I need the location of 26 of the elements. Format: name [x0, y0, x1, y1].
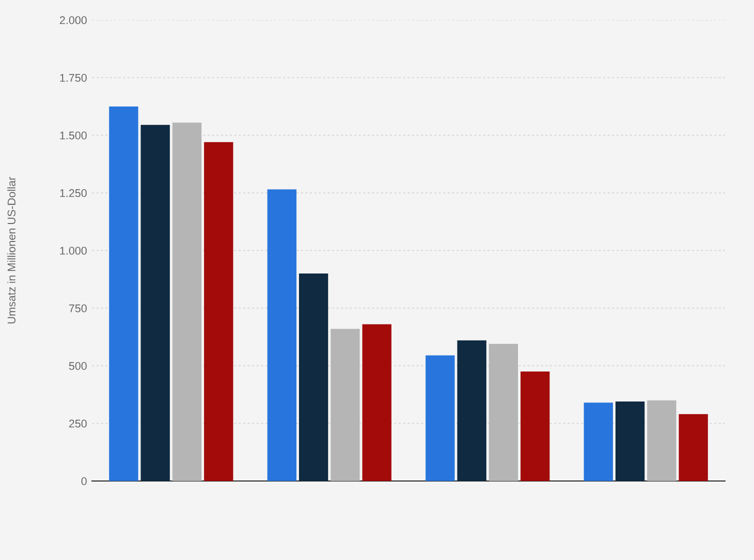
bar — [678, 414, 708, 481]
bar — [457, 340, 486, 481]
bar — [615, 401, 645, 481]
bar — [204, 142, 234, 481]
bar — [426, 355, 455, 481]
bar — [267, 189, 296, 481]
bar — [140, 124, 170, 481]
bar — [172, 122, 202, 481]
bar — [488, 344, 518, 481]
y-axis-title: Umsatz in Millionen US-Dollar — [7, 176, 16, 324]
bar — [330, 328, 360, 481]
y-tick-label: 1.750 — [60, 74, 87, 82]
y-tick-label: 1.000 — [60, 246, 87, 255]
bar — [109, 106, 138, 481]
y-tick-label: 250 — [69, 420, 87, 428]
y-tick-label: 500 — [69, 362, 87, 370]
y-tick-label: 0 — [81, 477, 87, 486]
bar — [584, 402, 613, 481]
y-tick-label: 750 — [69, 304, 87, 312]
bar — [647, 400, 676, 481]
y-tick-label: 1.250 — [60, 189, 87, 198]
y-tick-label: 1.500 — [60, 132, 87, 140]
bar — [362, 324, 392, 481]
y-tick-label: 2.000 — [60, 16, 87, 24]
bar — [520, 372, 550, 481]
bar — [298, 274, 328, 481]
